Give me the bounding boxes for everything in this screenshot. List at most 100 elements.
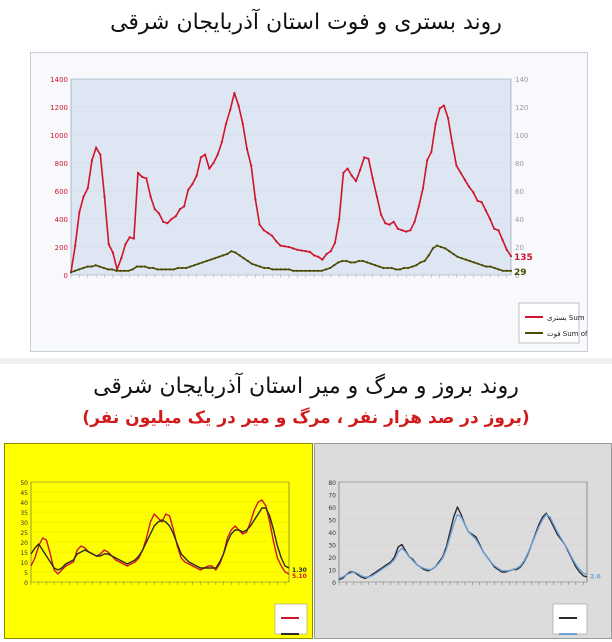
data-point — [396, 227, 399, 230]
legend-label: فوت Sum of — [547, 330, 587, 338]
data-point — [246, 259, 249, 263]
data-point — [283, 245, 286, 248]
data-point — [455, 164, 458, 167]
data-point — [472, 261, 476, 264]
data-point — [203, 153, 207, 156]
data-point — [300, 249, 303, 252]
data-point — [195, 174, 198, 177]
data-point — [98, 265, 101, 268]
data-point — [78, 268, 81, 271]
y-tick-label: 10 — [20, 560, 28, 567]
end-value-label: 2.0 — [590, 574, 601, 581]
y-tick-label: 1000 — [50, 132, 68, 140]
data-point — [370, 262, 373, 265]
data-point — [234, 251, 237, 254]
data-point — [224, 122, 228, 125]
data-point — [149, 195, 152, 198]
data-point — [434, 122, 437, 125]
data-point — [237, 104, 240, 107]
data-point — [86, 187, 89, 190]
data-point — [160, 268, 163, 271]
data-point — [111, 268, 114, 271]
data-point — [199, 156, 203, 159]
data-point — [439, 245, 443, 249]
data-point — [226, 252, 229, 256]
data-point — [345, 259, 348, 263]
data-point — [400, 229, 404, 232]
data-point — [262, 229, 265, 232]
data-point — [74, 244, 77, 247]
data-point — [402, 266, 406, 270]
section-subtitle: (بروز در صد هزار نفر ، مرگ و میر در یک م… — [82, 408, 530, 428]
data-point — [304, 269, 307, 272]
data-point — [107, 243, 110, 246]
data-point — [378, 265, 381, 268]
data-point — [308, 269, 311, 272]
data-point — [238, 254, 241, 257]
data-point — [164, 268, 167, 271]
data-point — [407, 266, 410, 270]
series-line-1 — [338, 513, 588, 579]
data-point — [229, 108, 232, 111]
y2-tick-label: 40 — [515, 216, 524, 224]
y-tick-label: 1400 — [50, 76, 68, 84]
data-point — [222, 254, 225, 257]
data-point — [423, 259, 426, 263]
data-point — [162, 220, 165, 223]
data-point — [69, 271, 73, 274]
data-point — [394, 268, 397, 271]
data-point — [505, 269, 508, 272]
data-point — [94, 264, 97, 267]
data-point — [321, 258, 324, 261]
y-tick-label: 30 — [20, 520, 28, 527]
data-point — [390, 266, 393, 270]
data-point — [371, 177, 374, 180]
data-point — [417, 205, 420, 208]
data-point — [152, 266, 155, 270]
data-point — [296, 269, 299, 272]
data-point — [388, 223, 391, 226]
data-point — [448, 250, 451, 253]
data-point — [497, 229, 500, 232]
data-point — [212, 161, 215, 165]
data-point — [341, 259, 344, 263]
data-point — [250, 262, 254, 265]
y-tick-label: 600 — [55, 188, 68, 196]
data-point — [136, 171, 140, 174]
data-point — [485, 265, 488, 268]
data-point — [90, 265, 93, 268]
data-point — [250, 164, 253, 167]
data-point — [477, 262, 480, 265]
data-point — [82, 195, 85, 198]
data-point — [127, 269, 130, 272]
data-point — [267, 266, 270, 270]
data-point — [497, 268, 500, 271]
data-point — [444, 247, 447, 250]
data-point — [254, 264, 258, 267]
data-point — [74, 269, 77, 272]
data-point — [467, 185, 471, 188]
y-tick-label: 60 — [328, 505, 336, 512]
data-point — [338, 217, 341, 221]
y-tick-label: 30 — [328, 543, 336, 550]
data-point — [405, 230, 408, 233]
data-point — [430, 150, 433, 153]
data-point — [337, 261, 340, 264]
data-point — [258, 223, 261, 226]
data-point — [300, 269, 303, 272]
data-point — [120, 257, 123, 260]
incidence-chart-yellow: 0 5 10 15 20 25 30 35 40 45 50 5.10 1.30 — [4, 443, 313, 639]
data-point — [296, 248, 299, 251]
data-point — [153, 208, 156, 211]
data-point — [271, 234, 274, 237]
data-point — [488, 217, 492, 221]
legend-label: بستری Sum of — [547, 314, 587, 322]
y-tick-label: 0 — [24, 580, 28, 587]
data-point — [111, 251, 115, 254]
data-point — [484, 209, 487, 212]
y2-tick-label: 80 — [515, 160, 524, 168]
data-point — [283, 268, 286, 271]
data-point — [78, 210, 81, 214]
chart-top-svg: 0 200 400 600 800 1000 1200 1400 0 20 40 60 80 100 120… — [50, 76, 594, 344]
data-point — [501, 269, 504, 272]
